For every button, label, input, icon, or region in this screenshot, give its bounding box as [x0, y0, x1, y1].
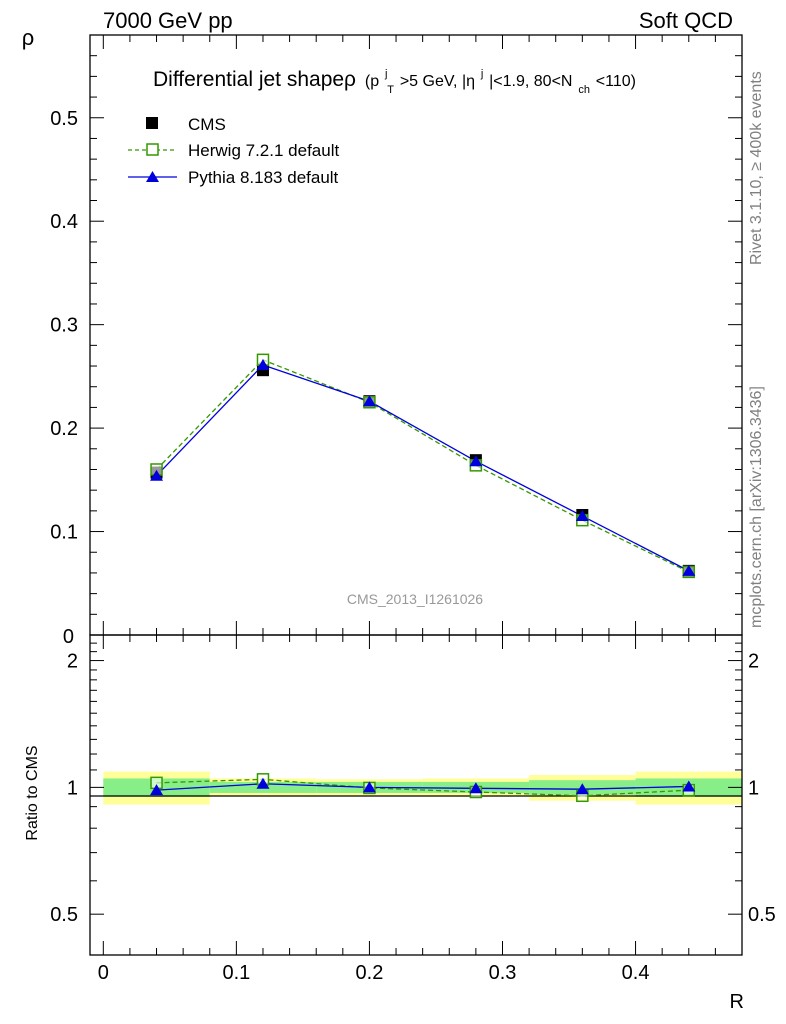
title-pt-sup: j — [384, 68, 387, 80]
legend: CMS Herwig 7.2.1 default Pythia 8.183 de… — [128, 115, 339, 187]
energy-label: 7000 GeV pp — [103, 8, 233, 33]
mcplots-label: mcplots.cern.ch [arXiv:1306.3436] — [748, 386, 765, 628]
main-title-main: Differential jet shapeρ — [153, 68, 356, 91]
main-point-pythia — [682, 564, 696, 576]
main-point-pythia — [256, 359, 270, 370]
ratio-plot-frame — [89, 634, 743, 956]
ratio-y-tick-label-right: 1 — [748, 777, 759, 799]
ratio-point-pythia — [682, 780, 696, 792]
main-y-tick-label: 0.3 — [50, 315, 78, 337]
x-tick-label: 0.2 — [356, 962, 384, 984]
main-y-tick-label: 0.2 — [50, 418, 78, 440]
ratio-point-pythia — [256, 777, 270, 789]
main-point-pythia — [362, 395, 376, 407]
legend-herwig-label: Herwig 7.2.1 default — [188, 141, 339, 160]
main-series — [150, 353, 696, 579]
x-axis-label: R — [730, 991, 744, 1013]
main-line-herwig — [156, 359, 690, 573]
main-ticks: 0.1 0.2 0.3 0.4 0.5 — [50, 34, 743, 636]
ratio-y-tick-label-right: 0.5 — [748, 904, 776, 926]
legend-herwig-marker — [146, 143, 159, 156]
title-eta-cut: |<1.9, 80<N — [489, 73, 572, 90]
main-point-pythia — [469, 455, 483, 467]
title-pt-sub: T — [387, 84, 394, 96]
y-zero-label: 0 — [63, 626, 74, 648]
main-point-pythia — [575, 510, 589, 522]
ratio-series — [150, 773, 696, 803]
main-y-tick-label: 0.5 — [50, 108, 78, 130]
ratio-y-tick-label: 2 — [67, 651, 78, 673]
ratio-point-pythia — [575, 783, 589, 795]
ratio-ylabel: Ratio to CMS — [24, 745, 41, 840]
ratio-point-pythia — [362, 781, 376, 793]
main-ylabel: ρ — [22, 25, 35, 50]
ratio-panel: Ratio to CMS 0 0.1 0.2 0.3 0.4 0.5 0.5 1 1 2 2 R — [24, 634, 776, 1013]
main-title: Differential jet shapeρ (p j T >5 GeV, |… — [153, 59, 636, 98]
main-point-pythia — [150, 469, 164, 481]
title-pt-cut: >5 GeV, |η — [400, 73, 475, 90]
title-nch-cut: <110) — [596, 73, 636, 90]
rivet-label: Rivet 3.1.10, ≥ 400k events — [748, 71, 765, 265]
legend-pythia-marker — [146, 171, 159, 182]
ratio-ticks: 0 0.1 0.2 0.3 0.4 0.5 0.5 1 1 2 2 — [50, 634, 776, 984]
main-y-tick-label: 0.1 — [50, 522, 78, 544]
x-tick-label: 0.4 — [622, 962, 650, 984]
main-panel: ρ Differential jet shapeρ (p j T >5 GeV,… — [22, 25, 743, 648]
title-nch-sub: ch — [578, 84, 590, 96]
ratio-point-pythia — [150, 784, 164, 796]
main-y-tick-label: 0.4 — [50, 211, 78, 233]
legend-cms-marker — [146, 117, 158, 129]
watermark: CMS_2013_I1261026 — [347, 591, 483, 607]
legend-pythia-label: Pythia 8.183 default — [188, 168, 339, 187]
legend-cms-label: CMS — [188, 115, 226, 134]
ratio-y-tick-label: 0.5 — [50, 904, 78, 926]
title-eta-sup: j — [480, 68, 483, 80]
x-tick-label: 0 — [98, 962, 109, 984]
ratio-line-pythia — [156, 783, 689, 791]
x-tick-label: 0.1 — [222, 962, 250, 984]
ratio-point-pythia — [469, 782, 483, 794]
x-tick-label: 0.3 — [489, 962, 517, 984]
process-label: Soft QCD — [639, 8, 733, 33]
main-line-pythia — [156, 364, 690, 572]
ratio-y-tick-label: 1 — [67, 777, 78, 799]
title-p: (p — [365, 73, 379, 90]
ratio-line-herwig — [156, 778, 689, 797]
ratio-y-tick-label-right: 2 — [748, 651, 759, 673]
